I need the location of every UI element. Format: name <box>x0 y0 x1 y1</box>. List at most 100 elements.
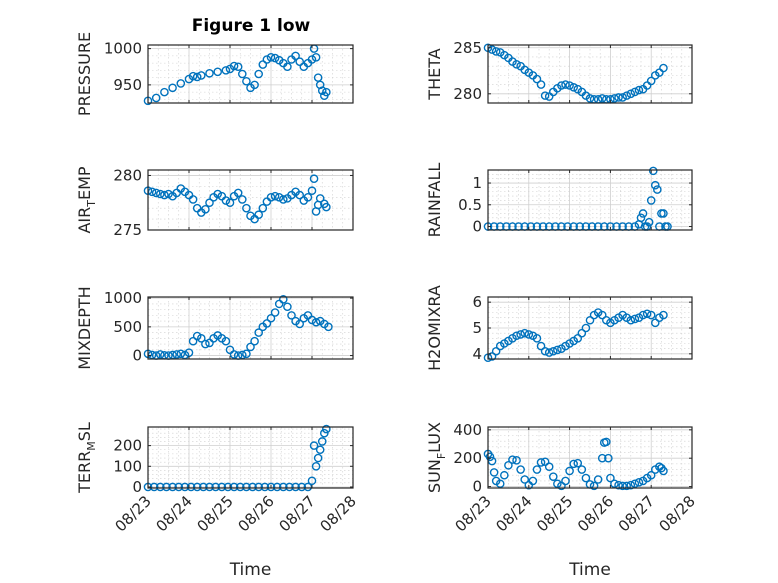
y-axis-label: THETA <box>425 48 444 100</box>
data-point <box>536 341 546 351</box>
data-point <box>581 473 591 483</box>
data-point <box>585 94 595 103</box>
x-tick-label: 08/28 <box>656 492 699 535</box>
data-point <box>211 482 220 492</box>
data-point <box>270 53 280 63</box>
y-tick-label: 0 <box>132 478 142 496</box>
data-point <box>634 478 644 487</box>
data-point <box>221 66 231 75</box>
data-point <box>205 68 214 78</box>
data-point <box>266 192 276 202</box>
data-point <box>573 334 583 343</box>
x-tick-label: 08/26 <box>574 492 617 535</box>
subplot-theta: 280 285 THETA <box>425 39 693 104</box>
data-point <box>287 311 296 320</box>
data-point <box>659 63 668 73</box>
data-point <box>610 479 619 489</box>
y-tick-label: 275 <box>113 221 142 239</box>
data-point <box>659 466 668 476</box>
data-point <box>642 309 652 319</box>
data-point <box>313 453 323 463</box>
data-point <box>636 213 646 223</box>
y-axis-label-subscript: F <box>435 453 448 459</box>
data-point <box>295 57 305 66</box>
data-point <box>317 437 327 446</box>
data-point <box>315 80 325 90</box>
y-tick-label: 1000 <box>104 40 142 58</box>
data-point <box>266 482 276 492</box>
data-point <box>597 94 607 103</box>
data-point <box>553 479 562 489</box>
y-axis-label-main: THETA <box>425 48 444 100</box>
y-tick-label: 400 <box>453 421 482 439</box>
data-point <box>638 310 648 320</box>
data-point <box>553 345 562 355</box>
data-point <box>155 482 165 492</box>
data-point <box>258 60 268 69</box>
data-point <box>233 62 243 72</box>
y-axis-label: MIXDEPTH <box>75 286 94 369</box>
data-point <box>597 310 607 320</box>
y-tick-label: 200 <box>113 437 142 455</box>
data-point <box>188 195 198 204</box>
data-point <box>278 482 288 492</box>
data-point <box>242 349 251 359</box>
subplot-air_temp: 275 280 AIRTEMP <box>75 166 354 239</box>
data-point <box>262 55 272 64</box>
y-tick-label: 500 <box>113 318 142 336</box>
data-point <box>622 481 632 491</box>
data-point <box>626 480 636 490</box>
y-axis-label-main: AIR <box>75 207 94 234</box>
data-point <box>213 189 222 199</box>
data-point <box>319 428 329 438</box>
data-point <box>205 198 214 208</box>
x-tick-label: 08/25 <box>194 492 237 535</box>
data-point <box>188 336 198 346</box>
data-point <box>646 310 656 320</box>
data-point <box>237 69 247 79</box>
data-point <box>512 331 521 341</box>
plot-area <box>148 297 353 359</box>
data-point <box>205 482 214 492</box>
data-point <box>648 166 658 176</box>
data-point <box>151 188 161 198</box>
data-point <box>303 192 313 202</box>
data-point <box>324 322 333 332</box>
data-point <box>585 315 595 325</box>
axes-frame <box>147 44 354 104</box>
data-point <box>577 328 587 338</box>
data-point <box>297 482 307 492</box>
data-point <box>485 452 495 462</box>
data-point <box>626 89 636 99</box>
data-point <box>516 465 525 474</box>
x-tick-label: 08/24 <box>153 492 196 535</box>
y-axis-label: SUNFLUX <box>425 422 448 493</box>
data-point <box>581 323 591 333</box>
data-point <box>168 482 177 492</box>
data-point <box>225 198 235 208</box>
x-tick-label: 08/23 <box>112 492 155 535</box>
x-axis-label: Time <box>568 560 611 580</box>
y-axis-label-main: RAINFALL <box>425 163 444 238</box>
subplot-h2omixra: 4 5 6 H2OMIXRA <box>425 285 693 371</box>
y-axis-label: RAINFALL <box>425 163 444 238</box>
figure-title: Figure 1 low <box>192 16 311 36</box>
y-tick-label: 0 <box>472 478 482 496</box>
data-point <box>186 482 196 492</box>
data-point <box>246 342 255 352</box>
data-point <box>242 482 251 492</box>
axes-frame <box>147 426 354 489</box>
data-point <box>192 72 202 82</box>
data-point <box>540 457 550 467</box>
data-point <box>614 93 623 102</box>
data-point <box>278 195 288 204</box>
data-point <box>237 195 247 204</box>
data-point <box>322 202 331 212</box>
y-tick-label: 950 <box>113 76 142 94</box>
data-point <box>634 85 644 95</box>
data-point <box>618 93 627 102</box>
data-point <box>221 336 231 346</box>
data-point <box>213 67 222 77</box>
data-point <box>646 196 656 205</box>
data-point <box>311 53 321 62</box>
